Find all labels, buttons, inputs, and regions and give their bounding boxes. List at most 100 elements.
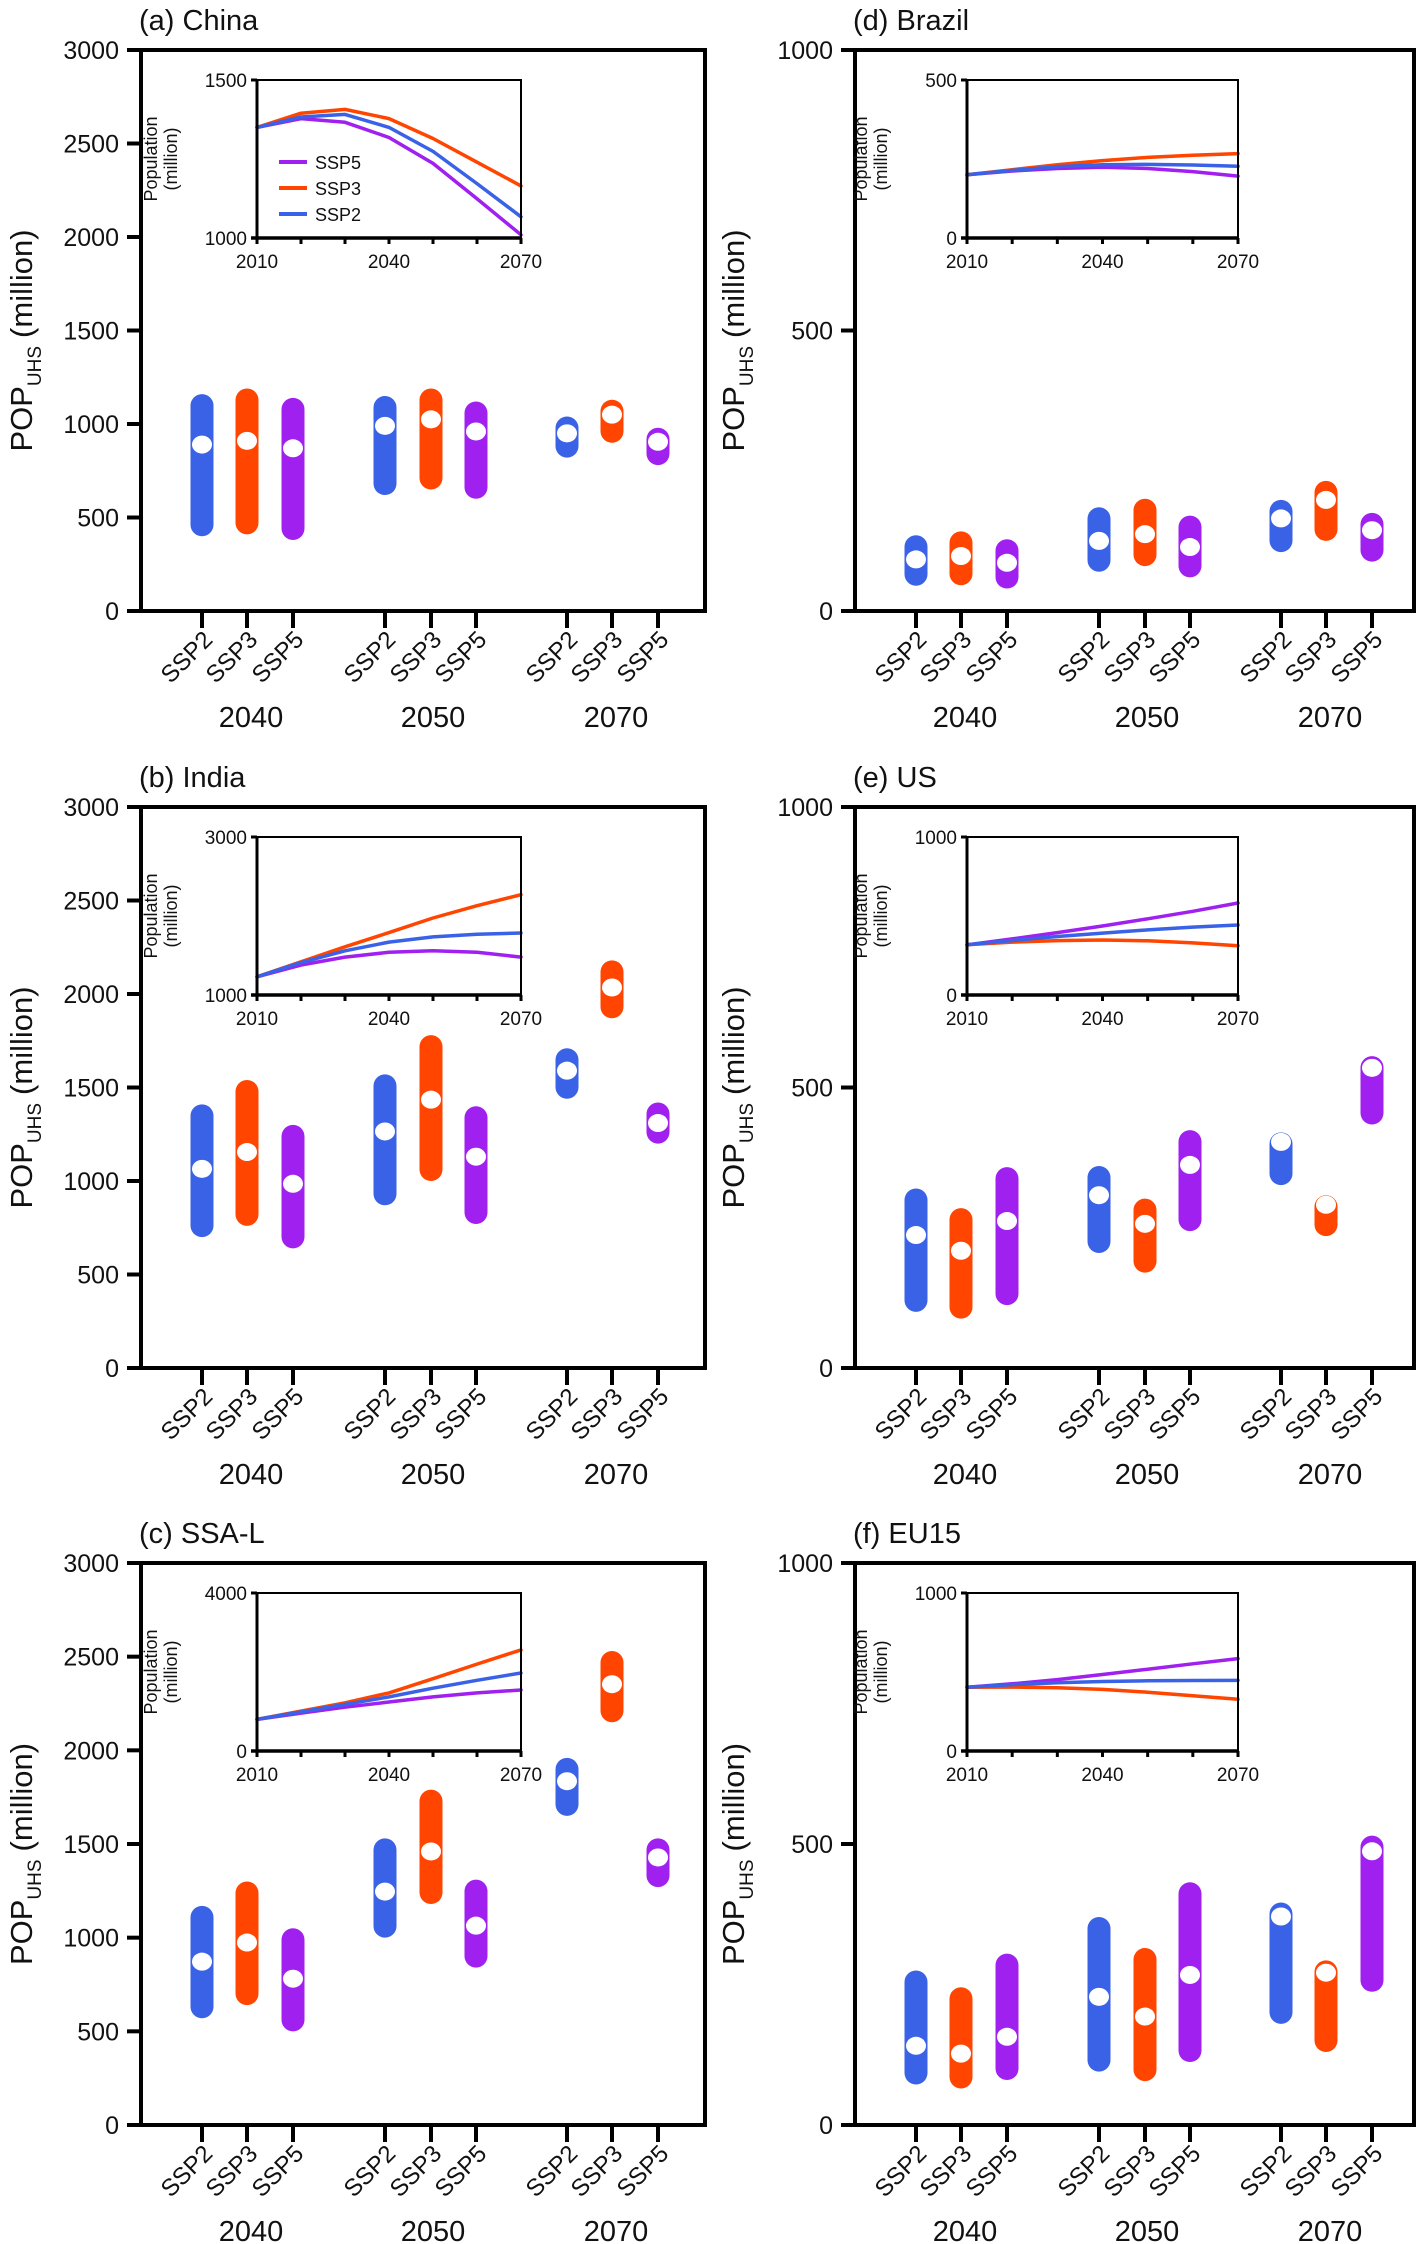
y-tick-label: 3000 (63, 794, 119, 822)
panel-title: (b) India (139, 762, 246, 794)
panel-f: (f) EU1505001000POPUHS(million)SSP2SSP3S… (716, 1518, 1416, 2244)
median-dot-2070-ssp2 (1271, 1132, 1291, 1151)
median-dot-2040-ssp5 (997, 553, 1017, 572)
median-dot-2070-ssp5 (1362, 1058, 1382, 1077)
x-tick-label: SSP5 (1326, 1383, 1388, 1445)
median-dot-2040-ssp3 (951, 547, 971, 566)
x-tick-label: SSP5 (961, 1383, 1023, 1445)
year-group-label: 2070 (584, 702, 649, 734)
inset-frame (256, 1592, 522, 1752)
median-dot-2070-ssp2 (557, 424, 577, 443)
x-tick-label: SSP2 (870, 1383, 932, 1445)
legend-label-ssp5: SSP5 (315, 153, 361, 173)
year-group-label: 2070 (1298, 702, 1363, 734)
y-tick-label: 1000 (777, 1550, 833, 1578)
x-tick-label: SSP3 (566, 2140, 628, 2202)
inset-y-label-unit: (million) (161, 885, 181, 948)
year-group-label: 2040 (933, 702, 998, 734)
range-bar-2070-ssp5 (1360, 1835, 1384, 1992)
inset-x-tick-label: 2040 (368, 1009, 410, 1030)
x-tick-label: SSP2 (1235, 626, 1297, 688)
panel-c: (c) SSA-L 0 500 1000 1500 2000 2500 3000 POPUHS (… (4, 1518, 707, 2244)
y-tick-label: 3000 (63, 1550, 119, 1578)
x-tick-label: SSP2 (339, 2140, 401, 2202)
inset-line-ssp3 (965, 1685, 1240, 1702)
x-tick-label: SSP2 (521, 626, 583, 688)
x-tick-label: SSP3 (385, 1383, 447, 1445)
inset-x-tick-label: 2070 (500, 252, 542, 273)
x-tick-label: SSP3 (1280, 1383, 1342, 1445)
median-dot-2070-ssp3 (1316, 1195, 1336, 1214)
median-dot-2070-ssp5 (1362, 521, 1382, 540)
inset-x-tick-label: 2040 (368, 252, 410, 273)
inset-y-label: Population (851, 116, 871, 201)
panel-title: (f) EU15 (853, 1518, 961, 1550)
x-tick-label: SSP3 (915, 2140, 977, 2202)
x-tick-label: SSP2 (870, 2140, 932, 2202)
median-dot-2040-ssp5 (283, 1174, 303, 1193)
inset-y-tick-label: 1000 (205, 986, 247, 1007)
range-bar-2040-ssp5 (995, 1953, 1019, 2081)
inset-x-tick-label: 2010 (946, 1009, 988, 1030)
median-dot-2050-ssp5 (466, 1147, 486, 1166)
inset-y-tick-label: 0 (946, 986, 957, 1007)
inset-frame (966, 836, 1239, 996)
median-dot-2050-ssp5 (1180, 538, 1200, 557)
median-dot-2070-ssp5 (1362, 1842, 1382, 1861)
median-dot-2050-ssp3 (1135, 525, 1155, 544)
inset-x-tick-label: 2010 (236, 252, 278, 273)
y-tick-label: 500 (77, 1262, 119, 1290)
x-tick-label: SSP5 (247, 1383, 309, 1445)
y-tick-label: 1000 (63, 1168, 119, 1196)
inset-frame (256, 836, 522, 996)
legend-label-ssp3: SSP3 (315, 179, 361, 199)
y-axis-label-subscript: UHS (737, 346, 758, 386)
inset-line-ssp5 (255, 116, 523, 237)
y-axis-label-unit: (million) (4, 986, 39, 1095)
inset-y-tick-label: 0 (946, 229, 957, 250)
y-tick-label: 500 (791, 1075, 833, 1103)
y-tick-label: 0 (819, 1355, 833, 1383)
median-dot-2070-ssp5 (648, 1114, 668, 1133)
median-dot-2040-ssp2 (906, 2036, 926, 2055)
inset-x-tick-label: 2070 (1217, 1009, 1259, 1030)
panel-d: (d) Brazil05001000POPUHS(million)SSP2SSP… (716, 5, 1416, 734)
y-tick-label: 500 (791, 1831, 833, 1859)
x-tick-label: SSP2 (1053, 2140, 1115, 2202)
x-tick-label: SSP3 (915, 626, 977, 688)
legend-label-ssp2: SSP2 (315, 205, 361, 225)
y-axis-label-subscript: UHS (737, 1103, 758, 1143)
median-dot-2050-ssp2 (1089, 1987, 1109, 2006)
median-dot-2040-ssp3 (951, 2044, 971, 2063)
median-dot-2050-ssp5 (1180, 1155, 1200, 1174)
inset-e: 2010 2040 2070 0 1000 Population (million) (851, 828, 1259, 1030)
x-tick-label: SSP5 (1144, 626, 1206, 688)
range-bar-2050-ssp3 (419, 388, 443, 490)
x-tick-label: SSP2 (1235, 1383, 1297, 1445)
median-dot-2040-ssp3 (237, 1933, 257, 1952)
year-group-label: 2070 (584, 1459, 649, 1491)
inset-y-tick-label: 0 (946, 1742, 957, 1763)
inset-y-tick-label: 1000 (205, 229, 247, 250)
range-bar-2050-ssp3 (1133, 1198, 1157, 1273)
x-tick-label: SSP2 (1053, 626, 1115, 688)
y-tick-label: 2000 (63, 1737, 119, 1765)
range-bar-2040-ssp3 (949, 1208, 973, 1319)
y-axis-label: POPUHS (million) (716, 986, 758, 1208)
x-tick-label: SSP3 (1099, 626, 1161, 688)
y-tick-label: 2500 (63, 1644, 119, 1672)
year-group-label: 2070 (584, 2216, 649, 2244)
x-tick-label: SSP3 (201, 626, 263, 688)
x-tick-label: SSP2 (339, 626, 401, 688)
x-tick-label: SSP3 (1280, 626, 1342, 688)
median-dot-2050-ssp5 (466, 1916, 486, 1935)
x-tick-label: SSP3 (1099, 1383, 1161, 1445)
inset-y-tick-label: 3000 (205, 828, 247, 849)
median-dot-2050-ssp5 (466, 422, 486, 441)
x-tick-label: SSP3 (915, 1383, 977, 1445)
inset-y-label: Population (141, 116, 161, 201)
inset-line-ssp3 (255, 107, 523, 188)
x-tick-label: SSP3 (1280, 2140, 1342, 2202)
year-group-label: 2070 (1298, 1459, 1363, 1491)
y-axis-label-main: POP (4, 386, 39, 451)
